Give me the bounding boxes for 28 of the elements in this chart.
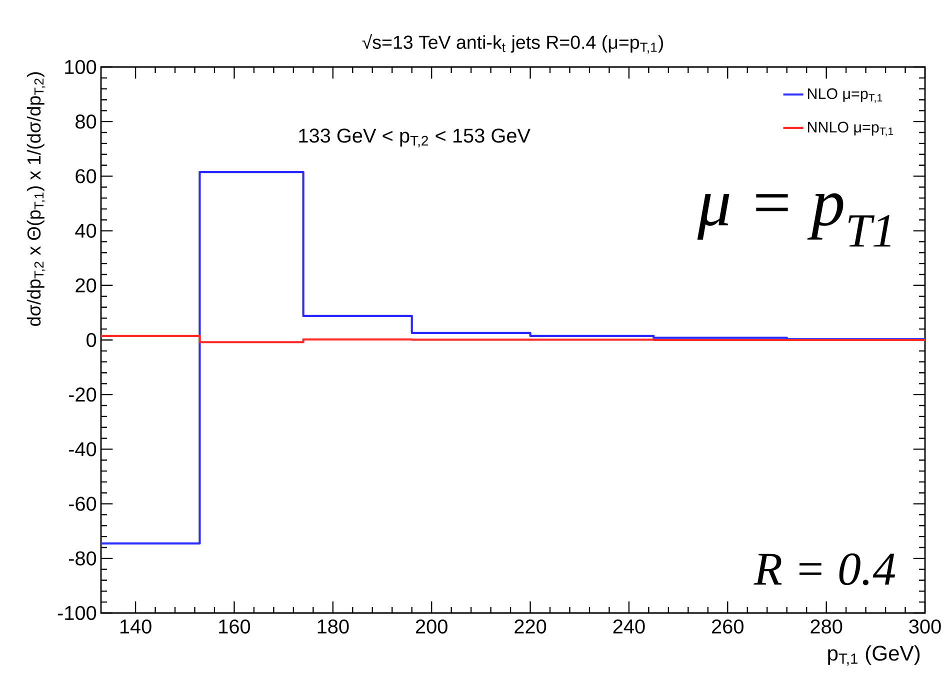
chart-title: √s=13 TeV anti-k$_{t}$ jets R=0.4 (μ=p$_{T,1}$) <box>362 34 663 54</box>
y-tick-label: -80 <box>68 551 96 566</box>
legend-label: NLO μ=p$_{T,1}$ <box>808 88 882 103</box>
annotation: μ = p$_{T1}$ <box>697 193 890 247</box>
x-tick-label: 280 <box>810 619 842 634</box>
x-tick-label: 300 <box>909 619 941 634</box>
x-axis-title: p$_{T,1}$ (GeV) <box>828 645 920 666</box>
y-axis-title: dσ/dp$_{T,2}$ x Θ(p$_{T,1}$) x 1/(dσ/dp$_{T,2}$) <box>26 72 46 326</box>
x-tick-label: 240 <box>613 619 645 634</box>
x-tick-label: 160 <box>219 619 250 634</box>
y-tick-label: 20 <box>76 278 96 292</box>
x-tick-label: 140 <box>120 619 152 634</box>
y-tick-label: -100 <box>58 606 96 620</box>
y-tick-label: -20 <box>68 388 96 402</box>
x-tick-label: 260 <box>712 619 744 634</box>
y-tick-label: 0 <box>86 332 96 348</box>
y-tick-label: 80 <box>76 114 96 129</box>
y-tick-label: -60 <box>68 496 96 511</box>
y-tick-label: 60 <box>76 169 96 184</box>
y-tick-label: 100 <box>65 60 96 74</box>
y-tick-label: 40 <box>75 224 96 238</box>
x-tick-label: 200 <box>416 619 448 634</box>
annotation: R = 0.4 <box>754 553 896 586</box>
x-tick-label: 220 <box>514 619 546 634</box>
legend-label: NNLO μ=p$_{T,1}$ <box>808 122 894 136</box>
x-tick-label: 180 <box>318 619 349 634</box>
annotation: 133 GeV < p$_{T,2}$ < 153 GeV <box>299 128 530 148</box>
y-tick-label: -40 <box>68 442 96 456</box>
